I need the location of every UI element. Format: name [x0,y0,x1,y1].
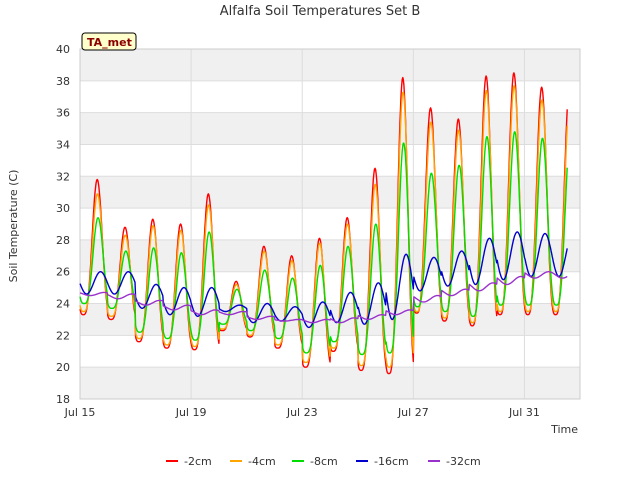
plot-border [79,48,581,400]
x-axis-ticks: Jul 15 Jul 19 Jul 23 Jul 27 Jul 31 [64,406,540,419]
y-tick-label: 40 [56,43,70,56]
x-tick-label: Jul 23 [286,406,318,419]
y-tick-label: 36 [56,107,70,120]
y-tick-label: 24 [56,298,70,311]
y-tick-label: 38 [56,75,70,88]
plot-area [80,49,580,399]
y-tick-label: 34 [56,138,70,151]
legend-label: -4cm [248,455,276,468]
grid-band [80,367,580,399]
legend-label: -32cm [446,455,481,468]
y-tick-label: 18 [56,393,70,406]
legend-label: -16cm [374,455,409,468]
x-tick-label: Jul 31 [508,406,540,419]
ta-met-badge: TA_met [81,32,137,51]
chart-title: Alfalfa Soil Temperatures Set B [220,4,421,19]
legend-label: -2cm [184,455,212,468]
badge-label: TA_met [87,36,132,49]
y-tick-label: 28 [56,234,70,247]
y-tick-label: 30 [56,202,70,215]
series-line-minus16cm [79,231,568,329]
x-tick-label: Jul 19 [175,406,207,419]
series-line-minus8cm [79,131,568,356]
grid-band [80,49,580,81]
y-tick-label: 26 [56,266,70,279]
y-axis-ticks: 18 20 22 24 26 28 30 32 34 36 38 40 [56,43,70,406]
y-tick-label: 20 [56,361,70,374]
y-axis-label: Soil Temperature (C) [7,170,20,283]
grid-band [80,112,580,145]
grid-band [80,176,580,209]
legend-label: -8cm [310,455,338,468]
gridlines [79,48,581,400]
series-lines [79,72,568,375]
legend: -2cm -4cm -8cm -16cm -32cm [166,455,481,468]
x-tick-label: Jul 27 [397,406,429,419]
y-tick-label: 22 [56,329,70,342]
x-axis-label: Time [550,423,578,436]
grid-band [80,239,580,272]
badge-box [81,32,137,51]
y-tick-label: 32 [56,170,70,183]
series-line-minus32cm [79,271,568,324]
x-tick-label: Jul 15 [64,406,96,419]
